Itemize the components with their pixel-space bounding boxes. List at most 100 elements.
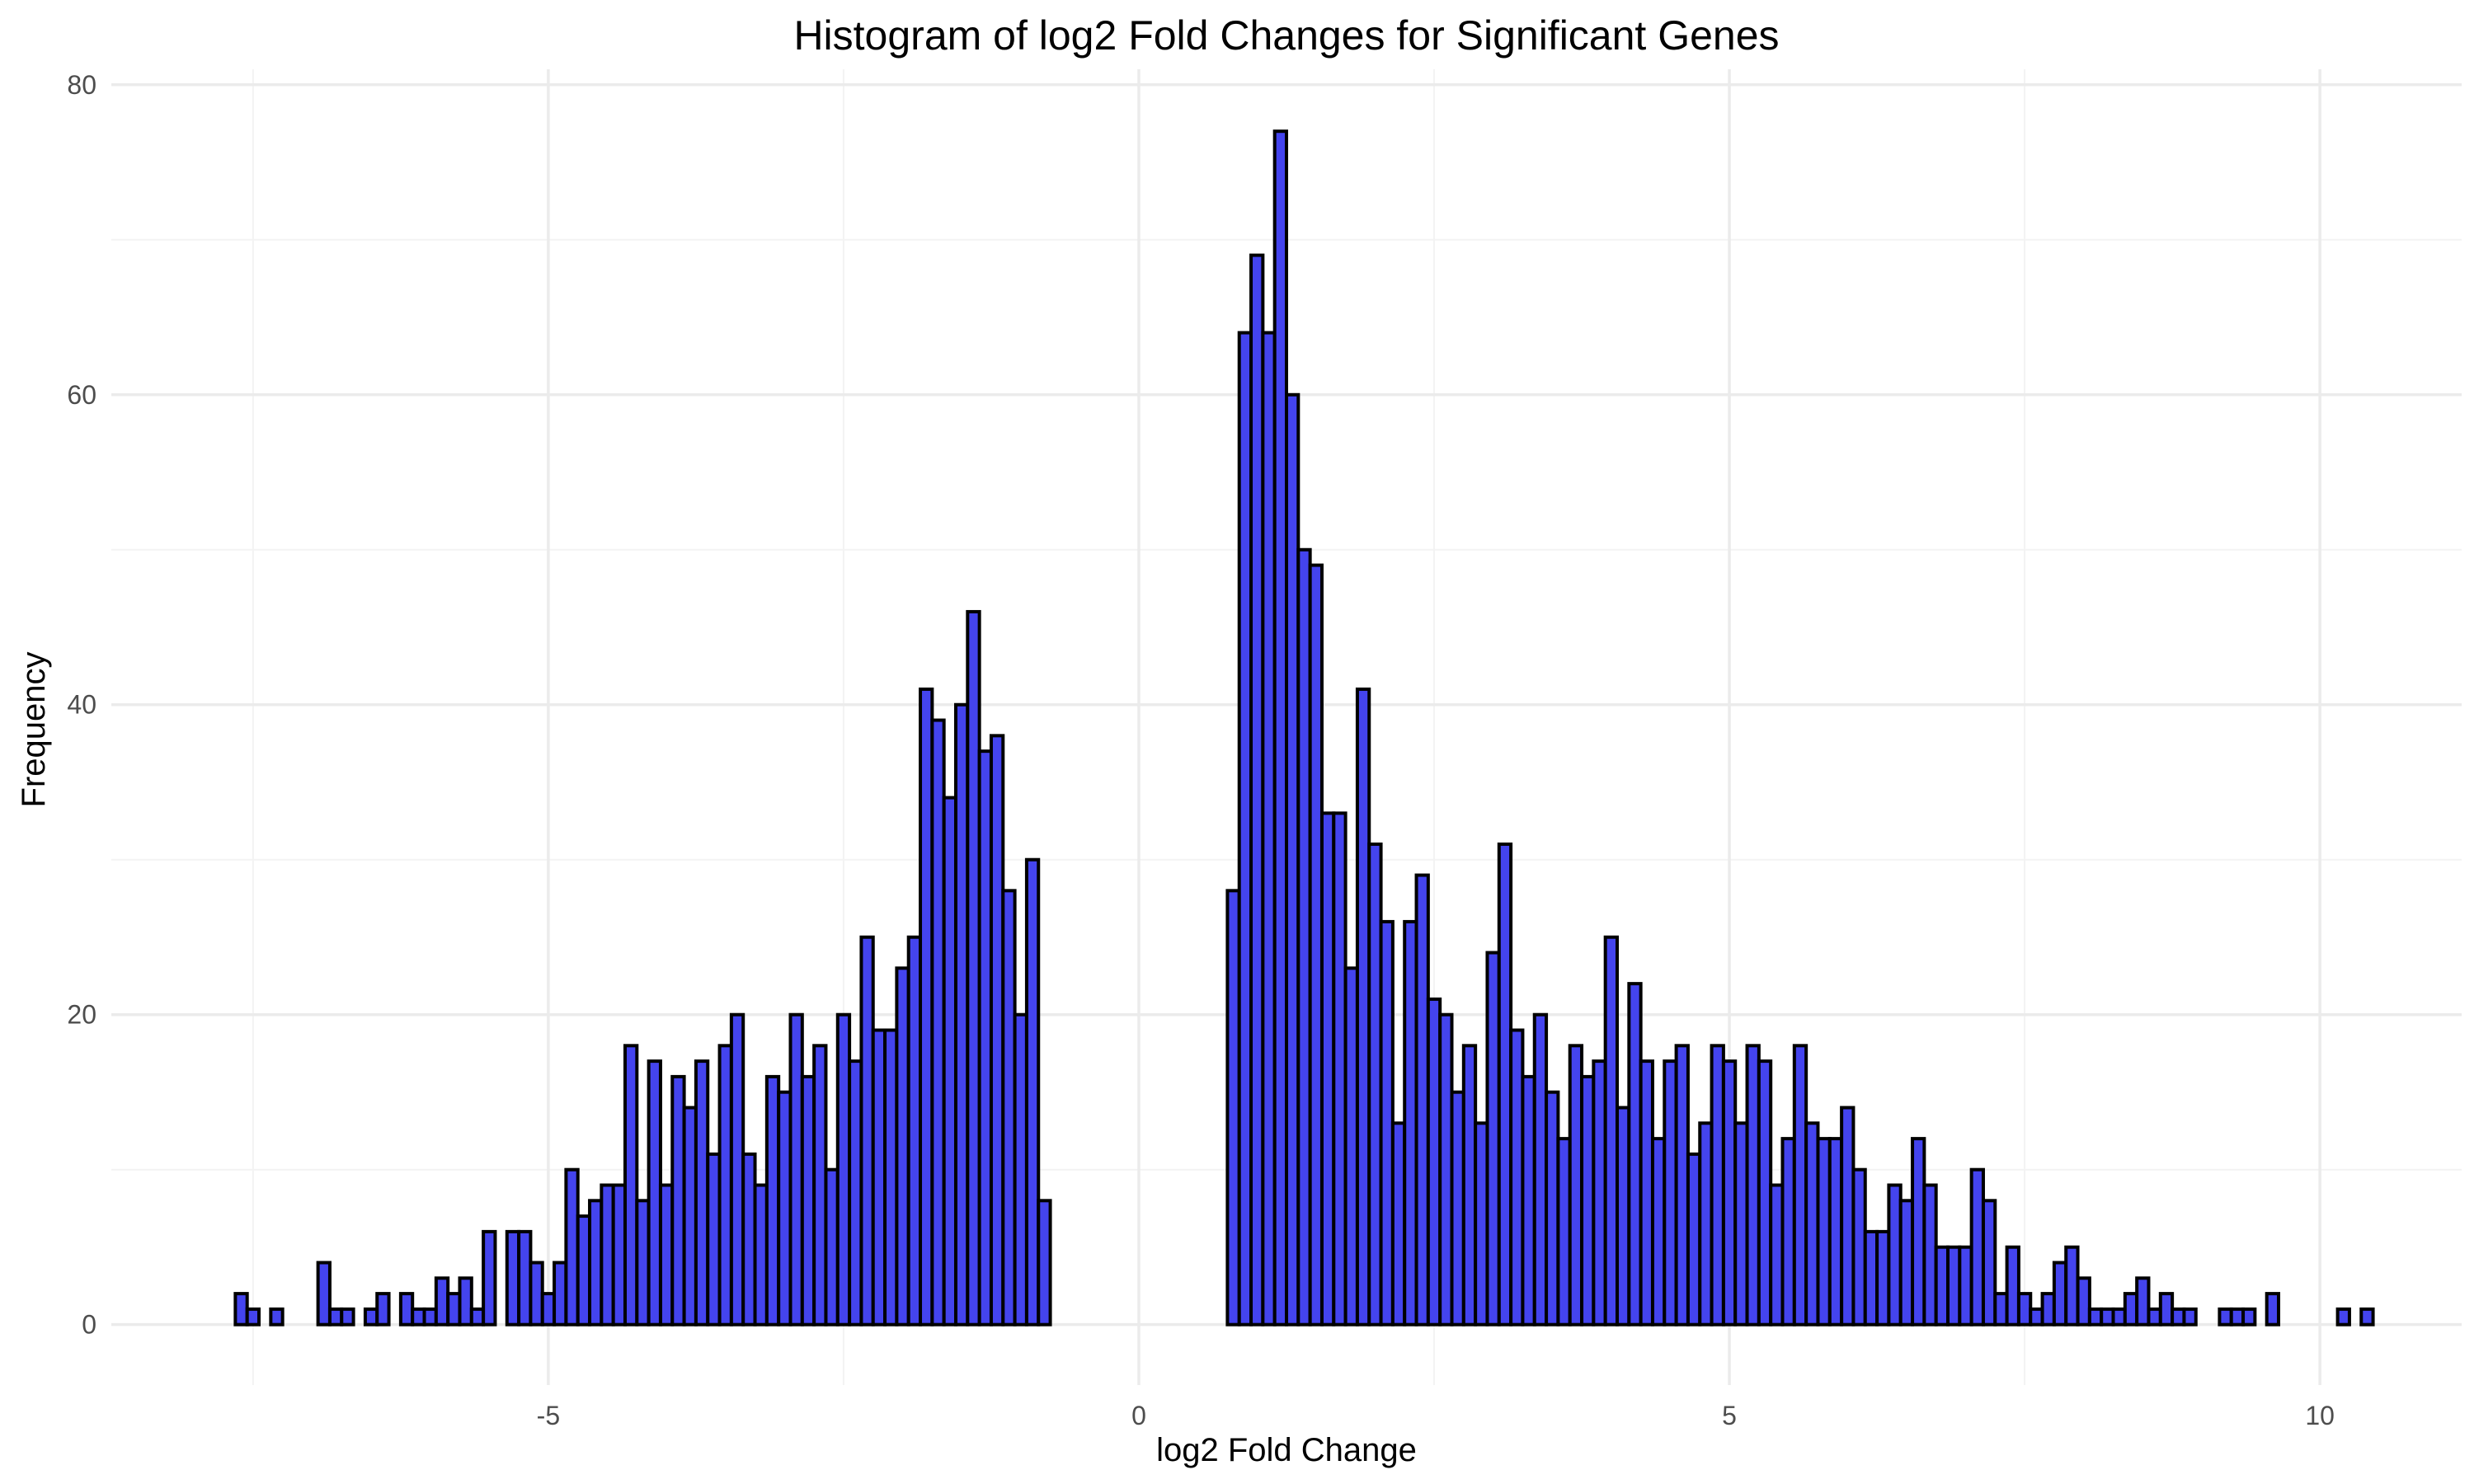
- histogram-bar: [989, 734, 1005, 1327]
- x-tick-label: -5: [537, 1401, 560, 1430]
- y-axis-label: Frequency: [16, 652, 52, 808]
- histogram-bar: [2064, 1245, 2080, 1327]
- histogram-bar: [1497, 842, 1513, 1327]
- histogram-bar: [327, 1307, 344, 1327]
- histogram-bar: [1840, 1106, 1856, 1327]
- histogram-bar: [1403, 919, 1418, 1327]
- histogram-bar: [1308, 563, 1324, 1327]
- histogram-bar: [1627, 982, 1643, 1327]
- histogram-bar: [564, 1167, 580, 1327]
- histogram-bar: [1958, 1245, 1973, 1327]
- histogram-bar: [1438, 1012, 1454, 1327]
- histogram-bar: [469, 1307, 486, 1327]
- histogram-bar: [1272, 129, 1288, 1327]
- histogram-bar: [835, 1012, 852, 1327]
- histogram-bar: [788, 1012, 804, 1327]
- histogram-bar: [2241, 1307, 2257, 1327]
- histogram-bar: [635, 1199, 651, 1327]
- histogram-bar: [316, 1261, 332, 1327]
- histogram-bar: [1827, 1137, 1844, 1327]
- histogram-bar: [942, 796, 957, 1327]
- histogram-bar: [1639, 1059, 1654, 1327]
- histogram-bars: [233, 129, 2375, 1327]
- histogram-bar: [694, 1059, 710, 1327]
- histogram-bar: [812, 1044, 828, 1327]
- histogram-bar: [1981, 1199, 1997, 1327]
- histogram-bar: [1249, 253, 1265, 1327]
- histogram-bar: [411, 1307, 426, 1327]
- histogram-bar: [1674, 1044, 1690, 1327]
- histogram-bar: [1875, 1229, 1891, 1327]
- histogram-bar: [1911, 1137, 1926, 1327]
- histogram-bar: [1898, 1199, 1915, 1327]
- histogram-bar: [2147, 1307, 2162, 1327]
- histogram-bar: [434, 1276, 450, 1327]
- histogram-bar: [422, 1307, 438, 1327]
- histogram-bar: [1426, 997, 1442, 1327]
- histogram-bar: [600, 1183, 615, 1327]
- histogram-bar: [859, 935, 875, 1327]
- histogram-bar: [2076, 1276, 2091, 1327]
- histogram-bar: [340, 1307, 355, 1327]
- histogram-bar: [1934, 1245, 1950, 1327]
- histogram-bar: [895, 966, 910, 1327]
- histogram-bar: [482, 1229, 497, 1327]
- histogram-bar: [540, 1292, 557, 1327]
- histogram-bar: [458, 1276, 473, 1327]
- histogram-bar: [553, 1261, 568, 1327]
- histogram-bar: [966, 609, 981, 1327]
- histogram-bar: [2005, 1245, 2020, 1327]
- histogram-bar: [623, 1044, 639, 1327]
- histogram-bar: [906, 935, 923, 1327]
- histogram-bar: [529, 1261, 544, 1327]
- histogram-bar: [883, 1028, 899, 1327]
- histogram-bar: [2016, 1292, 2033, 1327]
- histogram-bar: [1710, 1044, 1725, 1327]
- histogram-bar: [1343, 966, 1359, 1327]
- histogram-bar: [930, 718, 946, 1327]
- y-tick-label: 60: [67, 380, 96, 410]
- histogram-bar: [1922, 1183, 1938, 1327]
- histogram-bar: [2087, 1307, 2104, 1327]
- histogram-bar: [2040, 1292, 2056, 1327]
- histogram-bar: [1285, 392, 1300, 1327]
- histogram-bar: [824, 1167, 840, 1327]
- histogram-bar: [800, 1074, 816, 1327]
- x-tick-label: 10: [2305, 1401, 2335, 1430]
- histogram-bar: [1863, 1229, 1879, 1327]
- histogram-bar: [729, 1012, 745, 1327]
- histogram-bar: [1686, 1152, 1702, 1327]
- histogram-bar: [1603, 935, 1620, 1327]
- histogram-bar: [953, 702, 970, 1327]
- y-tick-label: 80: [67, 70, 96, 100]
- histogram-bar: [1663, 1059, 1678, 1327]
- histogram-bar: [2229, 1307, 2246, 1327]
- histogram-bar: [611, 1183, 627, 1327]
- histogram-bar: [233, 1292, 249, 1327]
- y-tick-label: 40: [67, 690, 96, 720]
- histogram-bar: [2052, 1261, 2068, 1327]
- histogram-bar: [1485, 951, 1501, 1327]
- histogram-bar: [576, 1214, 592, 1327]
- histogram-bar: [1509, 1028, 1525, 1327]
- histogram-bar: [1024, 857, 1041, 1327]
- histogram-bar: [269, 1307, 285, 1327]
- histogram-bar: [1296, 547, 1312, 1327]
- histogram-bar: [2182, 1307, 2198, 1327]
- histogram-bar: [1745, 1044, 1761, 1327]
- histogram-bar: [517, 1229, 533, 1327]
- histogram-bar: [1757, 1059, 1773, 1327]
- histogram-bar: [977, 749, 993, 1327]
- histogram-bar: [2218, 1307, 2233, 1327]
- histogram-bar: [2135, 1276, 2151, 1327]
- histogram-bar: [1616, 1106, 1631, 1327]
- histogram-bar: [1769, 1183, 1785, 1327]
- histogram-bar: [2123, 1292, 2139, 1327]
- histogram-bar: [1993, 1292, 2009, 1327]
- histogram-bar: [1332, 811, 1348, 1327]
- histogram-bar: [2359, 1307, 2375, 1327]
- histogram-bar: [1474, 1121, 1489, 1327]
- histogram-bar: [1580, 1074, 1596, 1327]
- histogram-bar: [1521, 1074, 1536, 1327]
- histogram-bar: [2100, 1307, 2115, 1327]
